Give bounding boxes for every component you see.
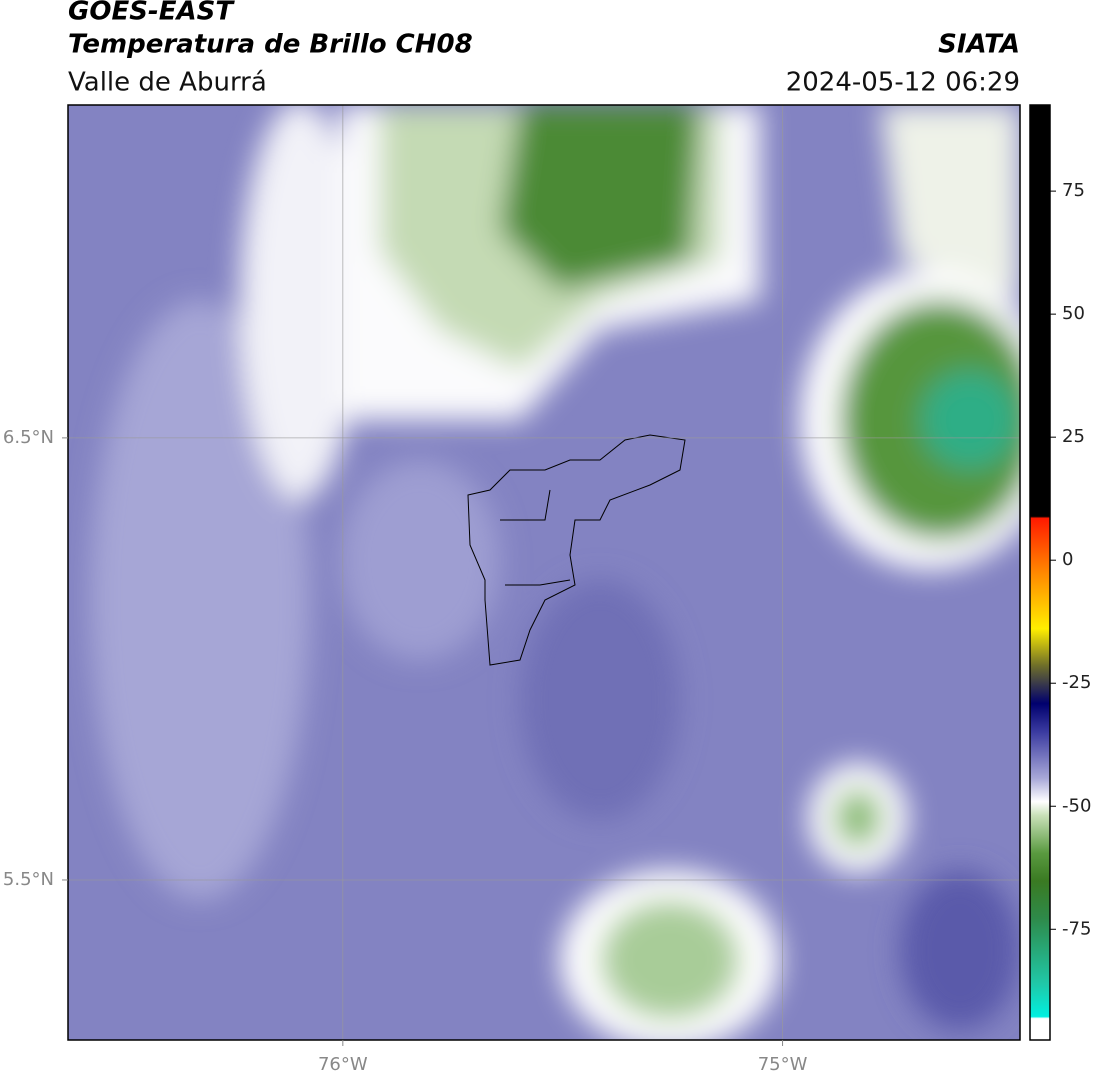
region: Valle de Aburrá	[68, 68, 267, 98]
colorbar-tick-label: 50	[1062, 303, 1085, 324]
subtitle: Temperatura de Brillo CH08	[68, 30, 473, 60]
agency: SIATA	[938, 30, 1020, 60]
colorbar-tick-label: 75	[1062, 180, 1085, 201]
map-field	[68, 105, 1020, 1040]
colorbar-tick-label: -75	[1062, 918, 1091, 939]
title: GOES-EAST	[68, 0, 235, 27]
colorbar-tick-label: 25	[1062, 426, 1085, 447]
y-tick-label: 5.5°N	[3, 869, 54, 890]
colorbar-tick-label: 0	[1062, 549, 1073, 570]
x-tick-label: 75°W	[758, 1054, 808, 1075]
map-frame	[67, 104, 1021, 1041]
colorbar	[1029, 104, 1051, 1041]
y-tick-label: 6.5°N	[3, 427, 54, 448]
x-tick-label: 76°W	[318, 1054, 368, 1075]
colorbar-tick-label: -50	[1062, 795, 1091, 816]
datetime: 2024-05-12 06:29	[786, 68, 1020, 98]
municipal-boundaries	[467, 434, 686, 666]
colorbar-tick-label: -25	[1062, 672, 1091, 693]
